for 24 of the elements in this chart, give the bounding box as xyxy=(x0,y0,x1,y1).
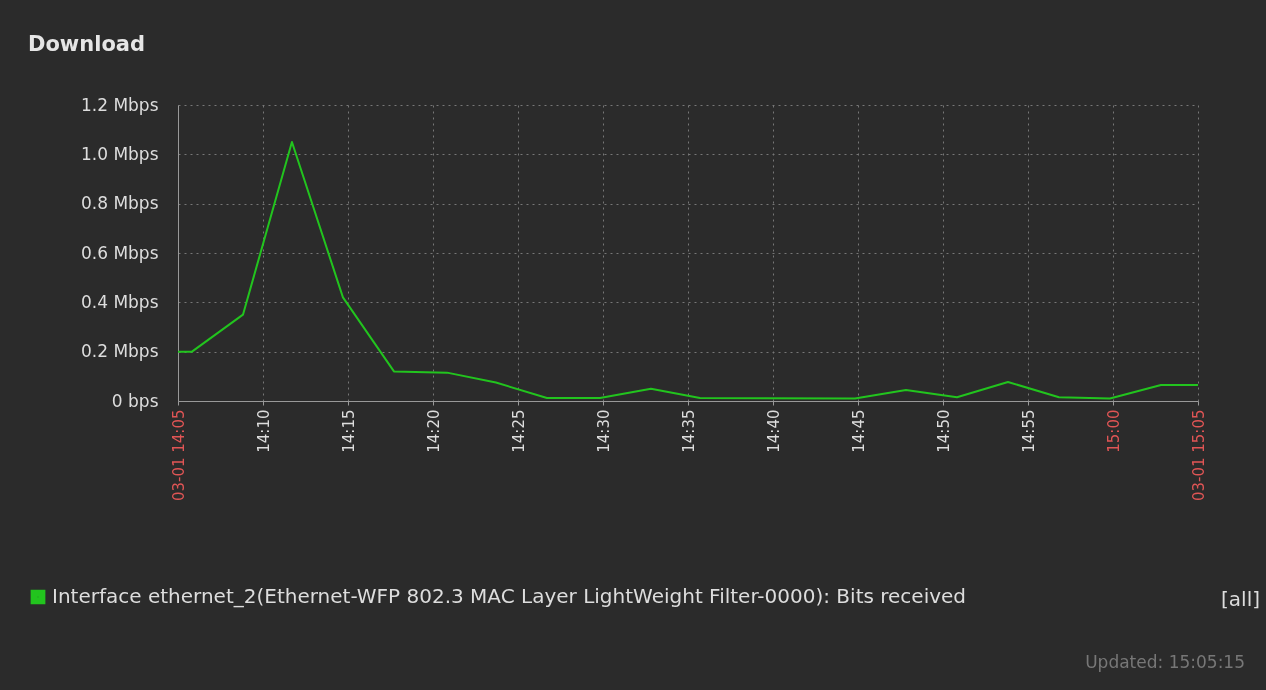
x-tick-label: 14:35 xyxy=(679,409,698,453)
y-tick-label: 0.6 Mbps xyxy=(80,242,159,263)
chart-title: Download xyxy=(28,32,146,56)
x-tick-label: 14:45 xyxy=(849,409,868,453)
x-tick-label: 14:40 xyxy=(764,409,783,453)
y-tick-label: 0 bps xyxy=(111,390,159,411)
text: [all] xyxy=(1221,587,1260,611)
x-tick-label: 14:20 xyxy=(424,409,443,453)
x-tick-label: 14:50 xyxy=(934,409,953,453)
y-tick-label: 0.8 Mbps xyxy=(80,193,159,214)
y-tick-label: 1.0 Mbps xyxy=(80,143,159,164)
legend-label: Interface ethernet_2(Ethernet-WFP 802.3 MAC Layer LightWeight Filter-0000): Bits received xyxy=(52,584,967,608)
x-tick-label: 14:10 xyxy=(254,409,273,453)
x-tick-label: 14:55 xyxy=(1019,409,1038,453)
x-tick-label: 14:30 xyxy=(594,409,613,453)
text: Updated: 15:05:15 xyxy=(1085,652,1245,672)
y-tick-label: 1.2 Mbps xyxy=(80,94,159,115)
x-tick-label: 03-01 14:05 xyxy=(169,409,188,502)
x-tick-label: 15:00 xyxy=(1104,409,1123,453)
y-tick-label: 0.2 Mbps xyxy=(80,341,159,362)
x-tick-label: 03-01 15:05 xyxy=(1189,409,1208,502)
x-tick-label: 14:25 xyxy=(509,409,528,453)
x-tick-label: 14:15 xyxy=(339,409,358,453)
y-tick-label: 0.4 Mbps xyxy=(80,291,159,312)
